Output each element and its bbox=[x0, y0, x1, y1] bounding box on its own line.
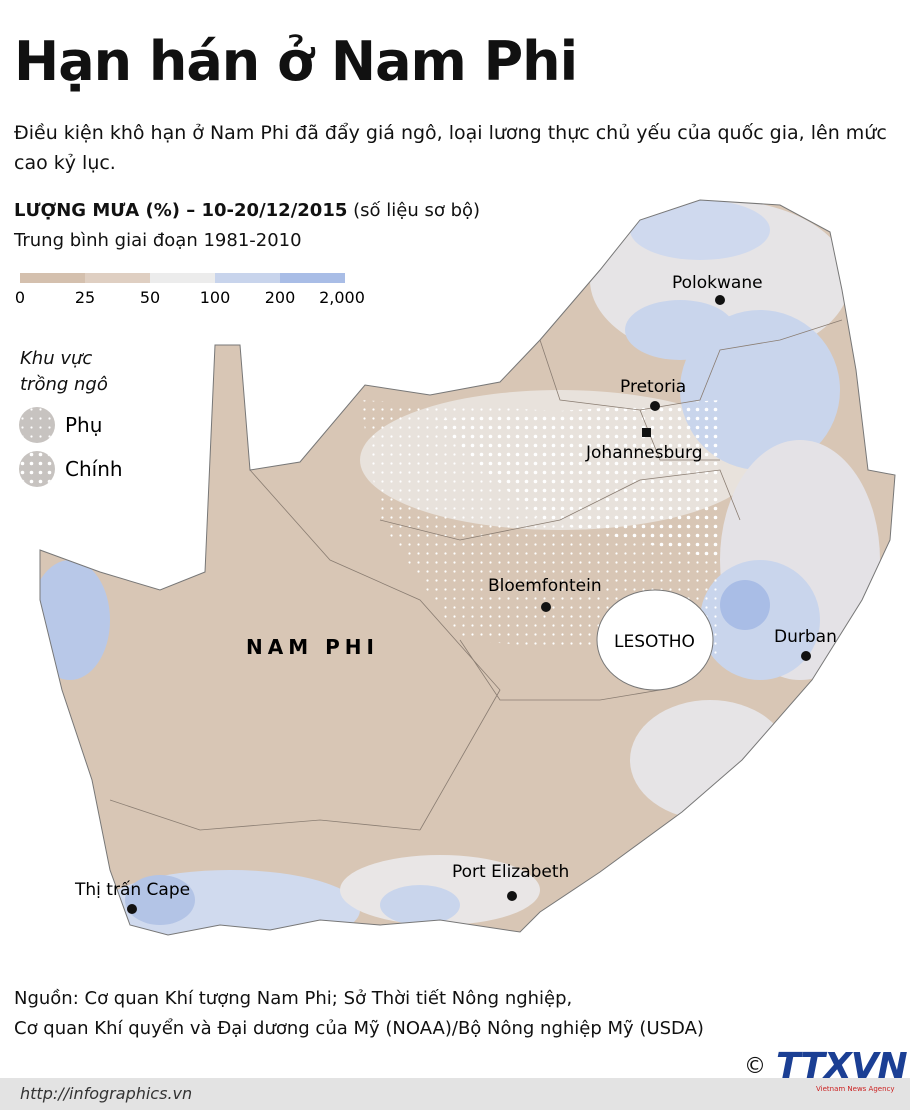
source: Nguồn: Cơ quan Khí tượng Nam Phi; Sở Thờ… bbox=[14, 984, 704, 1044]
city-label: Pretoria bbox=[620, 377, 686, 397]
source-line: Nguồn: Cơ quan Khí tượng Nam Phi; Sở Thờ… bbox=[14, 988, 573, 1009]
scale-label: 25 bbox=[75, 288, 95, 307]
lesotho bbox=[596, 589, 714, 691]
legend-note: (số liệu sơ bộ) bbox=[353, 200, 481, 221]
city-label: Bloemfontein bbox=[488, 576, 602, 596]
city-label: Durban bbox=[774, 627, 837, 647]
scale-swatch bbox=[280, 273, 345, 283]
scale-label: 2,000 bbox=[319, 288, 365, 307]
country-label: NAM PHI bbox=[246, 635, 379, 659]
legend-title-main: LƯỢNG MƯA (%) – 10-20/12/2015 bbox=[14, 200, 348, 221]
scale-label: 200 bbox=[265, 288, 296, 307]
scale-label: 50 bbox=[140, 288, 160, 307]
rainfall-map bbox=[40, 200, 895, 935]
footer-bar bbox=[0, 1078, 910, 1110]
scale-label: 100 bbox=[200, 288, 231, 307]
logo-sub: Vietnam News Agency bbox=[816, 1085, 895, 1093]
legend-baseline: Trung bình giai đoạn 1981-2010 bbox=[14, 230, 302, 251]
logo: TTXVN bbox=[776, 1046, 908, 1087]
province-borders bbox=[109, 319, 843, 831]
legend-title: LƯỢNG MƯA (%) – 10-20/12/2015 (số liệu s… bbox=[14, 200, 480, 221]
scale-swatch bbox=[150, 273, 215, 283]
scale-swatch bbox=[85, 273, 150, 283]
maize-minor-label: Phụ bbox=[65, 413, 102, 437]
city-label: Johannesburg bbox=[585, 443, 703, 463]
map: 0 25 50 100 200 2,000 Phụ Chính Polokwan… bbox=[15, 199, 896, 936]
scale-label: 0 bbox=[15, 288, 25, 307]
source-line: Cơ quan Khí quyển và Đại dương của Mỹ (N… bbox=[14, 1018, 704, 1039]
title: Hạn hán ở Nam Phi bbox=[14, 30, 578, 93]
city-label: Thị trấn Cape bbox=[74, 879, 190, 900]
url: http://infographics.vn bbox=[20, 1084, 193, 1103]
scale-swatch bbox=[215, 273, 280, 283]
subtitle: Điều kiện khô hạn ở Nam Phi đã đẩy giá n… bbox=[14, 122, 887, 174]
legend-scale: 0 25 50 100 200 2,000 bbox=[15, 273, 365, 307]
lesotho-label: LESOTHO bbox=[614, 632, 695, 652]
city-label: Polokwane bbox=[672, 273, 763, 293]
maize-major-label: Chính bbox=[65, 457, 123, 481]
maize-legend-title: Khu vực trồng ngô bbox=[20, 348, 108, 395]
city-labels: Polokwane Pretoria Johannesburg Bloemfon… bbox=[74, 273, 837, 914]
scale-swatch bbox=[20, 273, 85, 283]
city-label: Port Elizabeth bbox=[452, 862, 569, 882]
copyright: © bbox=[744, 1054, 766, 1079]
